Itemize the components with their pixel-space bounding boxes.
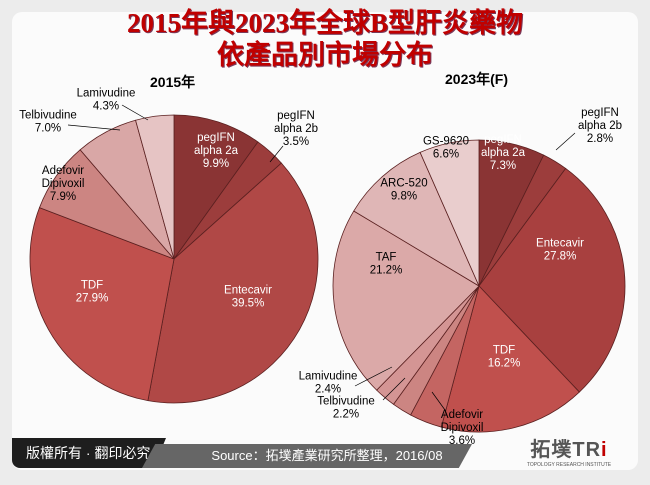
- pie-slice-arc-520: [353, 151, 480, 287]
- data-label: TDF 16.2%: [488, 345, 521, 370]
- leader-line: [431, 391, 446, 411]
- pie-slice-taf: [332, 210, 480, 391]
- leader-line: [269, 145, 284, 163]
- data-label: pegIFN alpha 2a 9.9%: [194, 132, 239, 170]
- pie-slice-pegifn-alpha-2a: [173, 114, 259, 261]
- copyright-notice: 版權所有 · 翻印必究: [12, 438, 166, 468]
- source-note: Source：拓墣產業研究所整理，2016/08: [142, 444, 472, 468]
- pie-slice-lamivudine: [135, 114, 175, 260]
- leader-line: [382, 377, 406, 401]
- leader-line: [354, 366, 393, 387]
- data-label: Entecavir 39.5%: [224, 285, 272, 310]
- data-label: pegIFN alpha 2b 2.8%: [578, 107, 622, 145]
- data-label: Entecavir 27.8%: [536, 238, 584, 263]
- pie-2015-title: 2015年: [150, 74, 196, 90]
- pie-slice-tdf: [29, 207, 175, 402]
- pie-2023-title: 2023年(F): [445, 71, 509, 87]
- leader-line: [121, 104, 149, 121]
- data-label: pegIFN alpha 2a 7.3%: [481, 134, 526, 172]
- data-label: GS-9620 6.6%: [423, 136, 469, 161]
- pie-slice-entecavir: [478, 167, 626, 393]
- data-label: Telbivudine 7.0%: [19, 110, 77, 135]
- footer: 版權所有 · 翻印必究 Source：拓墣產業研究所整理，2016/08 拓墣T…: [12, 438, 638, 472]
- chart-title-line1: 2015年與2023年全球B型肝炎藥物: [126, 8, 523, 38]
- data-label: Lamivudine 4.3%: [77, 88, 136, 113]
- leader-line: [67, 124, 121, 131]
- pie-slice-entecavir: [147, 162, 319, 404]
- data-label: TDF 27.9%: [76, 280, 109, 305]
- tri-logo: 拓墣TRi TOPOLOGY RESEARCH INSTITUTE: [526, 439, 612, 468]
- data-label: Lamivudine 2.4%: [299, 371, 358, 396]
- chart-title-line2: 依產品別市場分布: [217, 40, 433, 70]
- data-label: pegIFN alpha 2b 3.5%: [274, 110, 318, 148]
- data-label: TAF 21.2%: [370, 252, 403, 277]
- data-label: Telbivudine 2.2%: [317, 396, 375, 421]
- data-label: Adefovir Dipivoxil 7.9%: [42, 165, 85, 203]
- data-label: ARC-520 9.8%: [380, 178, 427, 203]
- leader-line: [555, 132, 576, 151]
- pie-slice-tdf: [440, 285, 580, 433]
- pie-slice-gs-9620: [419, 139, 480, 287]
